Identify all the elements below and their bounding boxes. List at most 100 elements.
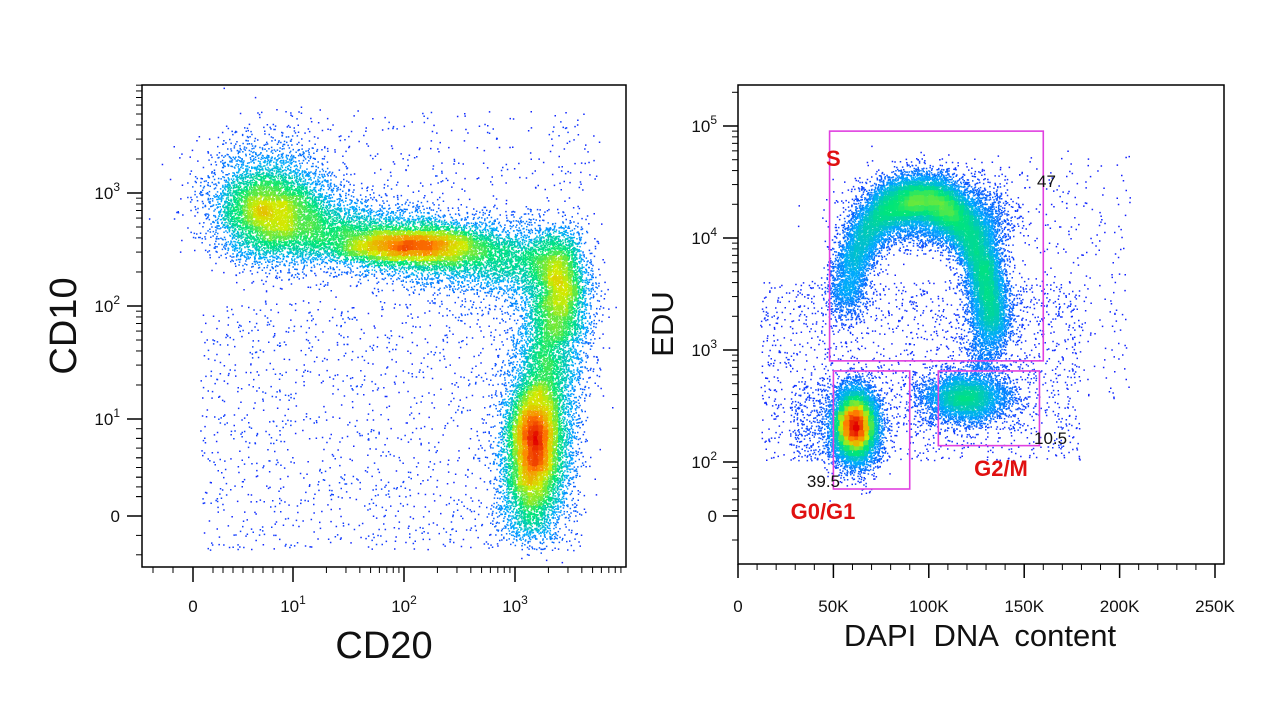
event-points [527,430,534,437]
event-points [898,195,905,202]
event-points [542,425,549,432]
event-points [527,420,534,427]
event-points [983,250,990,257]
event-points [853,405,860,412]
event-points [948,215,955,222]
event-points [843,430,850,437]
x-axis-label-dapi: DAPI DNA content [844,618,1117,653]
event-points [537,415,543,422]
event-points [913,190,920,197]
event-points [552,290,559,302]
event-points [843,445,850,452]
event-points [933,210,940,217]
event-points [973,210,995,252]
event-points [968,215,975,222]
event-points [868,405,875,412]
event-points [833,260,840,306]
event-points [918,195,925,202]
event-points [522,395,529,402]
event-points [557,275,564,281]
event-points [853,445,860,452]
event-points [262,230,269,237]
event-points [537,450,544,457]
event-points [392,250,399,257]
event-points [928,195,935,202]
event-points [397,240,404,247]
event-points [958,225,990,272]
event-points [858,425,865,432]
event-points [532,435,539,442]
event-points [397,255,404,261]
event-points [923,190,935,197]
event-points [537,435,544,442]
event-points [893,205,900,212]
event-points [392,245,399,252]
event-points [547,445,554,452]
event-points [437,250,444,257]
event-points [377,245,384,252]
event-points [838,420,845,427]
event-points [953,380,960,386]
event-points [938,400,945,407]
event-points [863,420,870,427]
event-points [998,280,1005,287]
x-tick-label-right: 100K [909,597,949,616]
event-points [457,240,464,247]
event-points [943,195,950,202]
event-points [532,410,539,417]
x-tick-label-right: 0 [733,597,742,616]
y-axis-label-cd10: CD10 [43,277,85,374]
event-points [993,290,1000,297]
y-tick-label-left: 103 [94,180,120,203]
x-axis-label-cd20: CD20 [335,625,432,667]
gate-name-label: S [826,146,841,171]
event-points [537,465,544,472]
event-points [853,425,860,432]
event-points [552,325,558,332]
event-points [848,440,855,447]
event-points [923,205,930,212]
event-points [898,205,905,212]
event-points [858,410,865,417]
event-points [853,440,860,447]
event-points [843,435,850,442]
event-points [527,450,534,457]
event-points [933,200,940,207]
event-points [427,245,434,252]
gate-name-label: G2/M [974,456,1028,481]
event-points [838,430,845,437]
event-points [522,410,529,417]
event-points [913,200,920,207]
event-points [883,190,890,197]
event-points [392,235,399,242]
x-tick-label-left: 0 [188,597,197,616]
event-points [532,425,539,432]
event-points [848,425,855,432]
event-points [843,390,850,397]
dapi-edu-plot: 0 50K 100K 150K 200K 250K 0 102 103 104 105 S 47 G0/… [645,84,1236,653]
event-points [918,205,925,212]
event-points [983,225,990,232]
event-points [938,200,945,207]
event-points [943,215,950,222]
event-points [943,185,950,192]
event-points [517,430,524,437]
event-points [818,165,1004,477]
event-points [923,215,930,222]
event-points [853,430,860,437]
x-tick-label-left: 103 [502,593,528,616]
gate-percent-label: 47 [1037,172,1056,191]
event-points [532,455,539,462]
event-points [843,410,850,417]
event-points [948,375,955,382]
event-points [302,245,549,511]
event-points [983,390,989,397]
event-points [838,425,845,432]
event-points [532,445,539,452]
event-points [542,450,549,457]
event-points [382,235,389,242]
x-tick-label-right: 150K [1004,597,1044,616]
event-points [843,440,850,447]
event-points [908,200,915,207]
event-points [552,260,559,267]
